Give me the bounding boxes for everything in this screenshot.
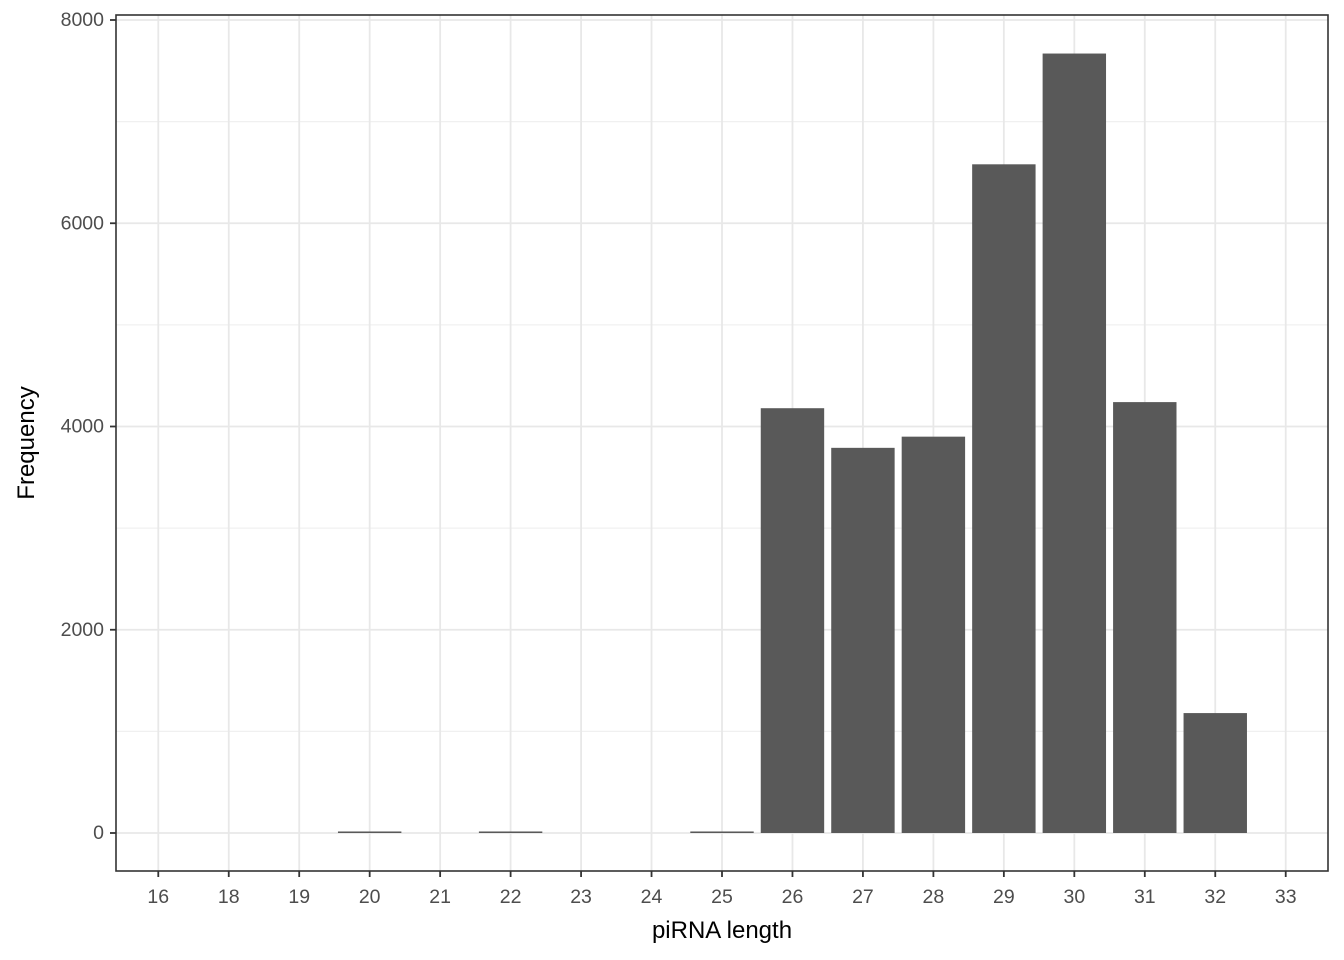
x-tick-label: 23 (570, 886, 592, 908)
y-axis-title: Frequency (13, 386, 40, 500)
y-tick-label: 2000 (61, 619, 105, 641)
bar (972, 164, 1036, 833)
bar (1042, 53, 1107, 833)
x-tick-label: 27 (852, 886, 874, 908)
x-tick-label: 19 (288, 886, 310, 908)
x-tick-label: 28 (923, 886, 945, 908)
y-tick-label: 8000 (61, 9, 105, 31)
x-tick-label: 24 (641, 886, 663, 908)
x-tick-label: 33 (1275, 886, 1297, 908)
y-tick-label: 0 (93, 822, 104, 844)
bar (760, 408, 825, 833)
bar (690, 831, 754, 833)
bar (478, 831, 543, 833)
x-tick-label: 22 (500, 886, 522, 908)
x-axis-title: piRNA length (651, 917, 793, 944)
bar (901, 436, 966, 833)
x-tick-label: 26 (782, 886, 804, 908)
x-tick-label: 16 (147, 886, 169, 908)
y-tick-label: 6000 (61, 212, 105, 234)
x-tick-label: 29 (993, 886, 1015, 908)
x-tick-label: 20 (359, 886, 381, 908)
x-tick-label: 32 (1204, 886, 1226, 908)
y-tick-label: 4000 (61, 416, 105, 438)
x-tick-label: 18 (218, 886, 240, 908)
x-tick-label: 31 (1134, 886, 1156, 908)
bar (831, 447, 895, 833)
x-tick-label: 25 (711, 886, 733, 908)
bar (1183, 713, 1247, 833)
x-tick-label: 30 (1063, 886, 1085, 908)
x-tick-label: 21 (429, 886, 451, 908)
bar (337, 831, 402, 833)
bar (1113, 402, 1177, 833)
